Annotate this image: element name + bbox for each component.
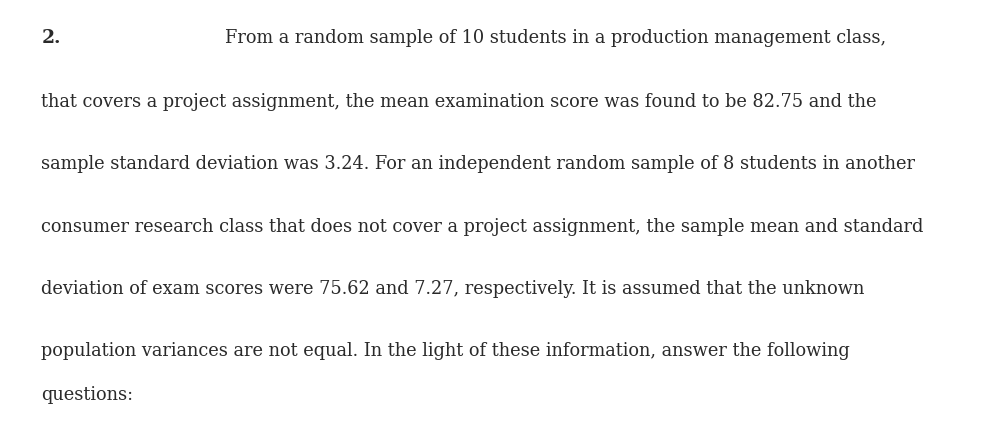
Text: questions:: questions: <box>41 386 133 404</box>
Text: population variances are not equal. In the light of these information, answer th: population variances are not equal. In t… <box>41 342 850 360</box>
Text: consumer research class that does not cover a project assignment, the sample mea: consumer research class that does not co… <box>41 218 924 236</box>
Text: sample standard deviation was 3.24. For an independent random sample of 8 studen: sample standard deviation was 3.24. For … <box>41 155 915 174</box>
Text: From a random sample of 10 students in a production management class,: From a random sample of 10 students in a… <box>225 29 886 47</box>
Text: deviation of exam scores were 75.62 and 7.27, respectively. It is assumed that t: deviation of exam scores were 75.62 and … <box>41 280 865 298</box>
Text: 2.: 2. <box>41 29 61 47</box>
Text: that covers a project assignment, the mean examination score was found to be 82.: that covers a project assignment, the me… <box>41 93 877 111</box>
